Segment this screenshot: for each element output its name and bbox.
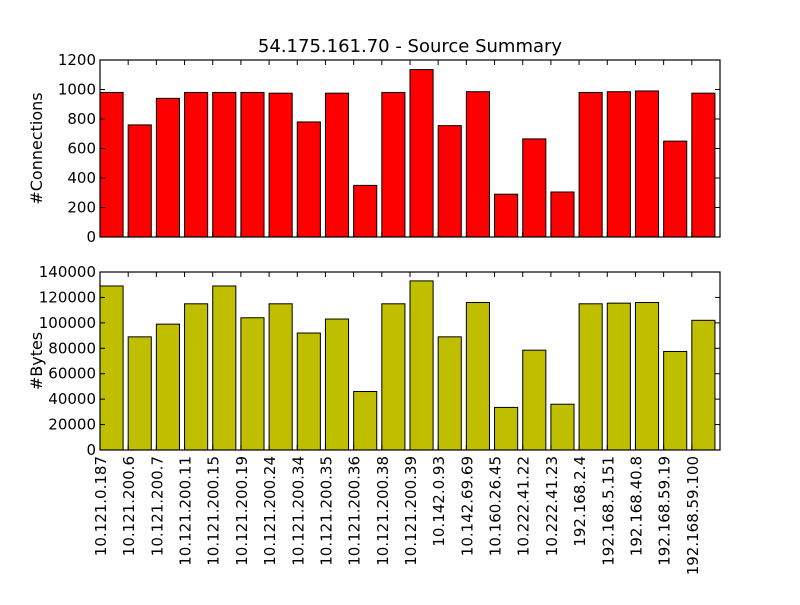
category-label-17: 192.168.2.4 xyxy=(571,456,589,547)
bar-0-17 xyxy=(578,91,603,238)
category-label-6: 10.121.200.24 xyxy=(261,456,279,566)
bar-1-3 xyxy=(184,303,209,451)
bar-1-5 xyxy=(240,317,265,451)
bar-1-20 xyxy=(663,350,688,451)
ytick-label-1-3: 60000 xyxy=(48,365,96,383)
bar-0-21 xyxy=(691,92,716,238)
bar-0-4 xyxy=(212,91,237,238)
bar-0-18 xyxy=(606,91,631,238)
bar-0-13 xyxy=(465,91,490,238)
connections-panel: 0 200 400 600 800 1000 1200 #Connections xyxy=(27,51,721,246)
category-label-18: 192.168.5.151 xyxy=(599,456,617,566)
bar-0-10 xyxy=(381,91,406,238)
bar-1-19 xyxy=(634,302,660,451)
bar-1-12 xyxy=(437,336,462,451)
bar-0-14 xyxy=(494,193,519,238)
ytick-label-0-6: 1200 xyxy=(58,51,96,69)
ytick-label-1-4: 80000 xyxy=(48,339,96,357)
ytick-label-0-5: 1000 xyxy=(58,81,96,99)
category-label-15: 10.222.41.22 xyxy=(515,456,533,556)
category-label-9: 10.121.200.36 xyxy=(346,456,364,566)
ytick-label-1-2: 40000 xyxy=(48,390,96,408)
category-label-5: 10.121.200.19 xyxy=(233,456,251,566)
category-label-3: 10.121.200.11 xyxy=(177,456,195,566)
bar-0-2 xyxy=(155,97,180,238)
category-label-19: 192.168.40.8 xyxy=(627,456,645,556)
ytick-label-0-0: 0 xyxy=(86,228,96,246)
bar-0-8 xyxy=(324,92,350,238)
ytick-label-0-4: 800 xyxy=(67,110,96,128)
bar-1-16 xyxy=(550,403,575,451)
category-label-20: 192.168.59.19 xyxy=(656,456,674,566)
bar-0-6 xyxy=(268,92,293,238)
bar-1-9 xyxy=(353,391,378,451)
bar-0-19 xyxy=(634,90,660,238)
bar-1-18 xyxy=(606,302,631,451)
bar-0-15 xyxy=(522,138,547,238)
category-label-8: 10.121.200.35 xyxy=(317,456,335,566)
category-label-4: 10.121.200.15 xyxy=(205,456,223,566)
bar-1-6 xyxy=(268,303,293,451)
bar-1-15 xyxy=(522,349,547,451)
bar-0-20 xyxy=(663,140,688,238)
category-label-11: 10.121.200.39 xyxy=(402,456,420,566)
bar-0-7 xyxy=(296,121,321,238)
ytick-label-0-3: 600 xyxy=(67,140,96,158)
bar-1-14 xyxy=(494,406,519,451)
bar-0-0 xyxy=(99,91,124,238)
bar-1-17 xyxy=(578,303,603,451)
bar-0-12 xyxy=(437,125,462,238)
ytick-label-0-1: 200 xyxy=(67,199,96,217)
category-label-16: 10.222.41.23 xyxy=(543,456,561,556)
ylabel-0: #Connections xyxy=(27,92,46,204)
bar-1-21 xyxy=(691,319,716,451)
ytick-label-1-1: 20000 xyxy=(48,416,96,434)
bar-1-8 xyxy=(324,318,350,451)
bar-0-1 xyxy=(127,124,152,238)
bar-0-5 xyxy=(240,91,265,238)
category-label-12: 10.142.0.93 xyxy=(430,456,448,547)
bar-1-0 xyxy=(99,285,124,451)
bar-1-11 xyxy=(409,280,434,451)
category-label-0: 10.121.0.187 xyxy=(92,456,110,556)
chart-title: 54.175.161.70 - Source Summary xyxy=(258,36,563,57)
category-labels: 10.121.0.187 10.121.200.6 10.121.200.7 10.1… xyxy=(92,456,702,575)
bar-1-10 xyxy=(381,303,406,451)
bar-1-7 xyxy=(296,332,321,451)
bar-0-3 xyxy=(184,91,209,238)
category-label-1: 10.121.200.6 xyxy=(120,456,138,556)
ytick-label-0-2: 400 xyxy=(67,169,96,187)
ytick-label-1-6: 120000 xyxy=(39,288,96,306)
bar-1-1 xyxy=(127,336,152,451)
bar-1-13 xyxy=(465,302,490,451)
category-label-7: 10.121.200.34 xyxy=(289,456,307,566)
bar-1-4 xyxy=(212,285,237,451)
ylabel-1: #Bytes xyxy=(27,332,46,390)
ytick-label-1-5: 100000 xyxy=(39,314,96,332)
bar-0-16 xyxy=(550,191,575,238)
bar-1-2 xyxy=(155,323,180,451)
ytick-label-1-0: 0 xyxy=(86,441,96,459)
category-label-2: 10.121.200.7 xyxy=(148,456,166,556)
bar-0-9 xyxy=(353,184,378,238)
bytes-panel: 0 20000 40000 60000 80000 100000 120000 140000 #… xyxy=(27,263,721,459)
category-label-10: 10.121.200.38 xyxy=(374,456,392,566)
category-label-21: 192.168.59.100 xyxy=(684,456,702,575)
ytick-label-1-7: 140000 xyxy=(39,263,96,281)
category-label-14: 10.160.26.45 xyxy=(487,456,505,556)
category-label-13: 10.142.69.69 xyxy=(458,456,476,556)
bar-0-11 xyxy=(409,69,434,238)
